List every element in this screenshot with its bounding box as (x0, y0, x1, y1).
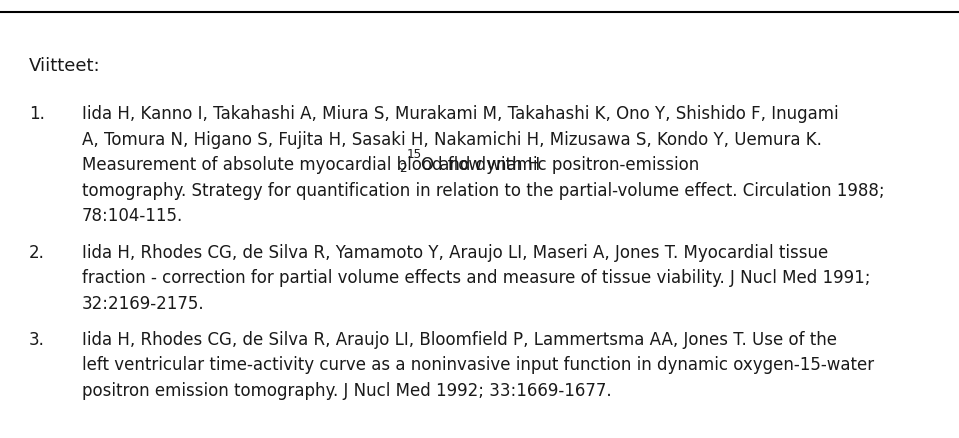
Text: fraction - correction for partial volume effects and measure of tissue viability: fraction - correction for partial volume… (82, 268, 870, 286)
Text: 1.: 1. (29, 105, 45, 123)
Text: A, Tomura N, Higano S, Fujita H, Sasaki H, Nakamichi H, Mizusawa S, Kondo Y, Uem: A, Tomura N, Higano S, Fujita H, Sasaki … (82, 131, 822, 148)
Text: 78:104-115.: 78:104-115. (82, 207, 183, 225)
Text: 2.: 2. (29, 243, 45, 261)
Text: Measurement of absolute myocardial blood flow with H: Measurement of absolute myocardial blood… (82, 156, 540, 174)
Text: left ventricular time-activity curve as a noninvasive input function in dynamic : left ventricular time-activity curve as … (82, 356, 874, 374)
Text: 3.: 3. (29, 330, 45, 348)
Text: Iida H, Rhodes CG, de Silva R, Araujo LI, Bloomfield P, Lammertsma AA, Jones T. : Iida H, Rhodes CG, de Silva R, Araujo LI… (82, 330, 836, 348)
Text: tomography. Strategy for quantification in relation to the partial-volume effect: tomography. Strategy for quantification … (82, 181, 884, 199)
Text: positron emission tomography. J Nucl Med 1992; 33:1669-1677.: positron emission tomography. J Nucl Med… (82, 381, 611, 399)
Text: Iida H, Kanno I, Takahashi A, Miura S, Murakami M, Takahashi K, Ono Y, Shishido : Iida H, Kanno I, Takahashi A, Miura S, M… (82, 105, 838, 123)
Text: O and dynamic positron-emission: O and dynamic positron-emission (421, 156, 699, 174)
Text: 2: 2 (399, 162, 407, 175)
Text: Viitteet:: Viitteet: (29, 57, 101, 75)
Text: 32:2169-2175.: 32:2169-2175. (82, 294, 204, 312)
Text: 15: 15 (407, 147, 422, 160)
Text: Iida H, Rhodes CG, de Silva R, Yamamoto Y, Araujo LI, Maseri A, Jones T. Myocard: Iida H, Rhodes CG, de Silva R, Yamamoto … (82, 243, 828, 261)
